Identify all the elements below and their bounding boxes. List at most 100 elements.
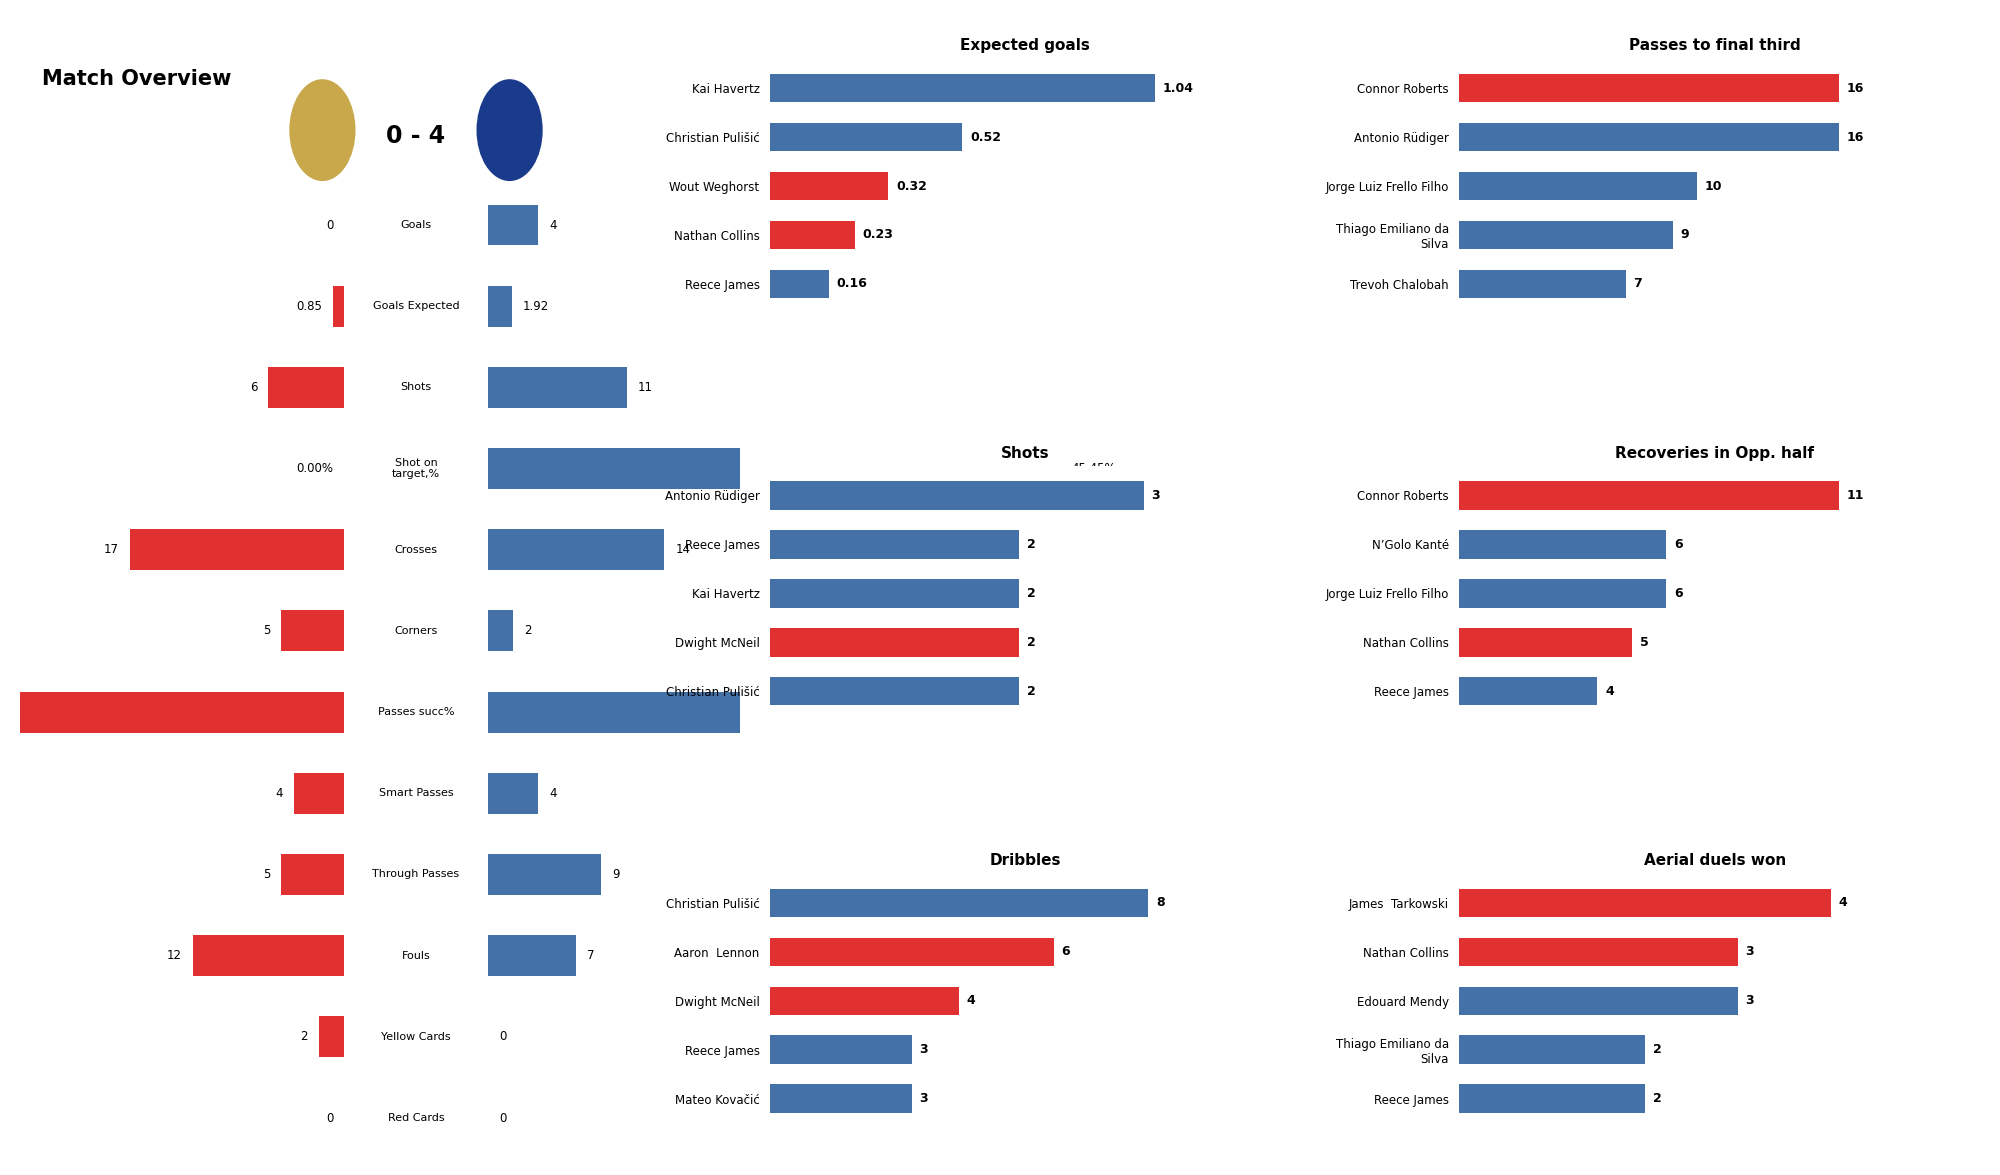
Text: 2: 2: [1026, 538, 1036, 551]
Bar: [770, 530, 1020, 558]
Text: 3: 3: [920, 1092, 928, 1106]
Bar: [488, 692, 1652, 732]
Text: Fouls: Fouls: [402, 951, 430, 961]
Text: 4: 4: [550, 219, 556, 231]
Text: 11: 11: [638, 381, 652, 394]
Bar: [1460, 1085, 1646, 1113]
Bar: [1460, 221, 1674, 249]
Bar: [1460, 482, 1838, 510]
Bar: [488, 448, 1060, 489]
Bar: [488, 529, 664, 570]
Text: 1.04: 1.04: [1162, 81, 1194, 95]
Text: 1.92: 1.92: [522, 300, 550, 313]
Text: 8: 8: [1156, 897, 1164, 909]
Text: 9: 9: [1680, 228, 1690, 242]
Text: 6: 6: [1062, 945, 1070, 959]
Text: Corners: Corners: [394, 626, 438, 636]
Bar: [770, 1085, 912, 1113]
Text: Goals Expected: Goals Expected: [372, 301, 460, 311]
Bar: [770, 172, 888, 200]
Bar: [770, 482, 1144, 510]
Text: 45.45%: 45.45%: [1072, 462, 1116, 475]
Text: Through Passes: Through Passes: [372, 870, 460, 879]
Text: 0: 0: [498, 1030, 506, 1043]
Text: 0: 0: [498, 1112, 506, 1124]
Circle shape: [478, 80, 542, 180]
Text: 5: 5: [262, 624, 270, 637]
Title: Expected goals: Expected goals: [960, 39, 1090, 53]
Text: Shots: Shots: [400, 382, 432, 392]
Text: 7: 7: [588, 949, 594, 962]
Bar: [192, 935, 344, 976]
Text: 0.16: 0.16: [836, 277, 868, 290]
Text: 2: 2: [1652, 1043, 1662, 1056]
Bar: [770, 1035, 912, 1063]
Bar: [770, 123, 962, 152]
Bar: [770, 629, 1020, 657]
Bar: [488, 935, 576, 976]
Bar: [488, 611, 514, 651]
Text: 9: 9: [612, 868, 620, 881]
Bar: [130, 529, 344, 570]
Text: 14: 14: [676, 543, 690, 556]
Text: Goals: Goals: [400, 220, 432, 230]
Text: 2: 2: [1026, 636, 1036, 649]
Text: 92.4%: 92.4%: [1664, 706, 1700, 719]
Title: Passes to final third: Passes to final third: [1628, 39, 1800, 53]
Text: 5: 5: [1640, 636, 1648, 649]
Text: 2: 2: [1026, 685, 1036, 698]
Bar: [1460, 270, 1626, 298]
Text: 5: 5: [262, 868, 270, 881]
Text: 17: 17: [104, 543, 120, 556]
Bar: [488, 854, 602, 895]
Text: 4: 4: [276, 787, 282, 800]
Bar: [294, 773, 344, 814]
Text: 4: 4: [1838, 897, 1848, 909]
Text: 4: 4: [550, 787, 556, 800]
Bar: [1460, 677, 1598, 705]
Text: 16: 16: [1848, 130, 1864, 143]
Text: 4: 4: [1606, 685, 1614, 698]
Bar: [1460, 74, 1840, 102]
Text: Red Cards: Red Cards: [388, 1113, 444, 1123]
Bar: [280, 611, 344, 651]
Text: 16: 16: [1848, 81, 1864, 95]
Text: 3: 3: [1746, 994, 1754, 1007]
Text: 0: 0: [326, 219, 334, 231]
Text: 6: 6: [250, 381, 258, 394]
Text: 2: 2: [1652, 1092, 1662, 1106]
Bar: [268, 367, 344, 408]
Text: Passes succ%: Passes succ%: [378, 707, 454, 717]
Bar: [1460, 888, 1830, 916]
Bar: [1460, 629, 1632, 657]
Bar: [488, 204, 538, 246]
Text: 0.85: 0.85: [296, 300, 322, 313]
Text: 6: 6: [1674, 538, 1682, 551]
Bar: [488, 773, 538, 814]
Bar: [1460, 123, 1840, 152]
Text: 2: 2: [300, 1030, 308, 1043]
Text: 0 - 4: 0 - 4: [386, 123, 446, 148]
Text: 2: 2: [524, 624, 532, 637]
Text: 0.23: 0.23: [862, 228, 894, 242]
Text: Smart Passes: Smart Passes: [378, 788, 454, 798]
Text: 4: 4: [966, 994, 976, 1007]
Bar: [1460, 1035, 1646, 1063]
Text: 12: 12: [168, 949, 182, 962]
Title: Dribbles: Dribbles: [990, 853, 1062, 868]
Bar: [1460, 987, 1738, 1015]
Bar: [280, 854, 344, 895]
Text: Match Overview: Match Overview: [42, 69, 230, 89]
Bar: [770, 938, 1054, 966]
Bar: [770, 270, 830, 298]
Title: Shots: Shots: [1002, 445, 1050, 461]
Bar: [770, 888, 1148, 916]
Bar: [1460, 938, 1738, 966]
Title: Aerial duels won: Aerial duels won: [1644, 853, 1786, 868]
Bar: [334, 286, 344, 327]
Text: 3: 3: [1152, 489, 1160, 502]
Bar: [318, 1016, 344, 1058]
Text: 2: 2: [1026, 586, 1036, 600]
Text: 7: 7: [1634, 277, 1642, 290]
Bar: [770, 987, 960, 1015]
